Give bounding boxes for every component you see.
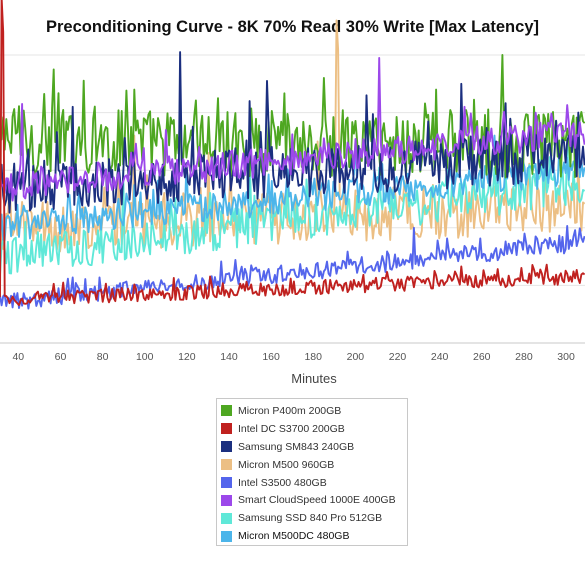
- series-line-intel-dc-s3700-200gb: [0, 0, 585, 307]
- legend-label: Intel S3500 480GB: [238, 476, 327, 489]
- legend-swatch: [221, 512, 232, 524]
- x-tick-label: 240: [431, 351, 449, 363]
- legend-item[interactable]: Micron M500DC 480GB: [221, 527, 407, 545]
- legend-label: Intel DC S3700 200GB: [238, 422, 345, 435]
- x-tick-label: 220: [389, 351, 407, 363]
- x-tick-label: 280: [515, 351, 533, 363]
- x-tick-label: 100: [136, 351, 154, 363]
- legend-swatch: [221, 405, 232, 417]
- legend-item[interactable]: Smart CloudSpeed 1000E 400GB: [221, 491, 407, 509]
- legend-label: Micron P400m 200GB: [238, 404, 342, 417]
- chart-title: Preconditioning Curve - 8K 70% Read 30% …: [46, 18, 539, 36]
- legend-item[interactable]: Intel S3500 480GB: [221, 474, 407, 492]
- legend-swatch: [221, 530, 232, 542]
- x-tick-label: 180: [304, 351, 322, 363]
- legend-item[interactable]: Intel DC S3700 200GB: [221, 420, 407, 438]
- x-tick-label: 40: [12, 351, 24, 363]
- legend-item[interactable]: Micron P400m 200GB: [221, 402, 407, 420]
- legend-label: Samsung SSD 840 Pro 512GB: [238, 512, 383, 525]
- legend-label: Micron M500 960GB: [238, 458, 335, 471]
- legend-swatch: [221, 459, 232, 471]
- x-tick-label: 80: [97, 351, 109, 363]
- chart-legend: Micron P400m 200GB Intel DC S3700 200GB Sa…: [216, 398, 408, 546]
- plot-area: [0, 0, 585, 344]
- series-line-smart-cloudspeed-1000e-400gb: [0, 56, 585, 202]
- legend-item[interactable]: Micron M500 960GB: [221, 456, 407, 474]
- x-tick-label: 160: [262, 351, 280, 363]
- x-tick-label: 120: [178, 351, 196, 363]
- x-tick-label: 260: [473, 351, 491, 363]
- x-axis: 40 60 80 100 120 140 160 180 200 220 240 260 280 300: [0, 342, 585, 363]
- series-line-intel-s3500-480gb: [0, 225, 585, 310]
- legend-swatch: [221, 477, 232, 488]
- legend-swatch: [221, 441, 232, 453]
- legend-label: Smart CloudSpeed 1000E 400GB: [238, 494, 396, 507]
- legend-label: Micron M500DC 480GB: [238, 530, 350, 543]
- x-tick-label: 200: [347, 351, 365, 363]
- x-tick-label: 140: [220, 351, 238, 363]
- x-axis-label: Minutes: [291, 371, 337, 386]
- legend-item[interactable]: Samsung SM843 240GB: [221, 438, 407, 456]
- legend-label: Samsung SM843 240GB: [238, 440, 355, 453]
- legend-item[interactable]: Samsung SSD 840 Pro 512GB: [221, 509, 407, 527]
- legend-swatch: [221, 494, 232, 506]
- legend-swatch: [221, 423, 232, 435]
- x-tick-label: 60: [55, 351, 67, 363]
- x-tick-label: 300: [557, 351, 575, 363]
- series-line-micron-m500dc-480gb: [0, 134, 585, 242]
